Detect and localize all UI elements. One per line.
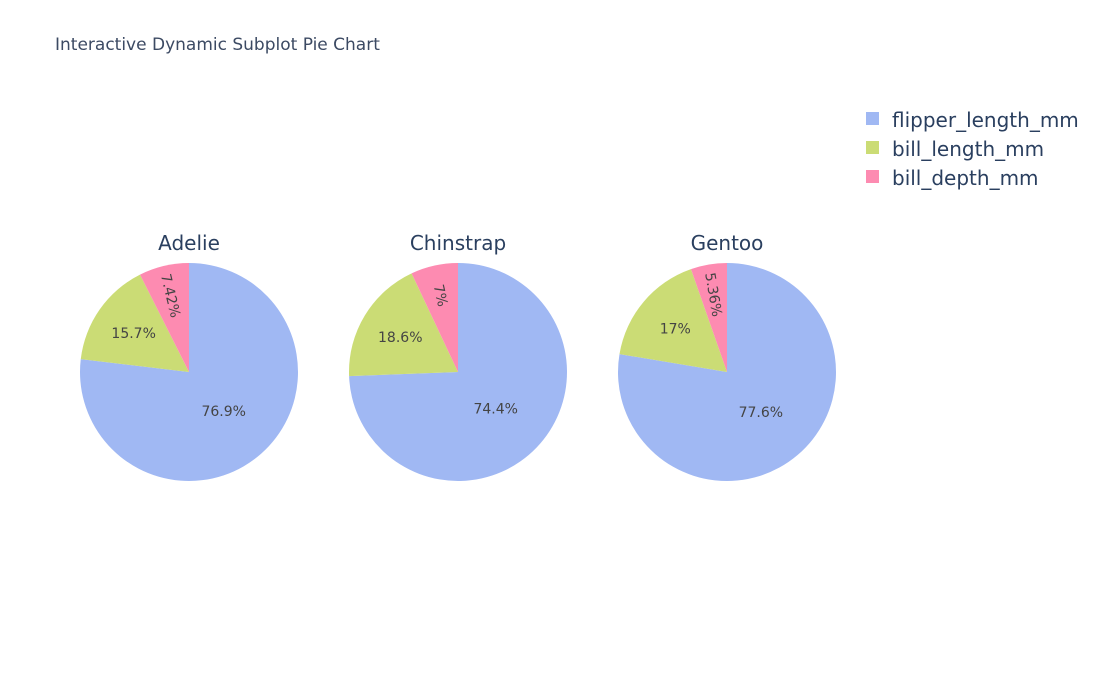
legend-item-bill-length[interactable]: bill_length_mm	[866, 137, 1044, 161]
legend-label-flipper-length: flipper_length_mm	[892, 108, 1079, 132]
legend-item-flipper-length[interactable]: flipper_length_mm	[866, 108, 1079, 132]
slice-adelie-bill-depth-mm[interactable]	[140, 263, 189, 372]
slice-adelie-bill-length-mm[interactable]	[80, 274, 189, 372]
slice-chinstrap-flipper-length-mm[interactable]	[349, 263, 567, 481]
legend-item-bill-depth[interactable]: bill_depth_mm	[866, 166, 1039, 190]
legend-swatch-bill-length	[866, 141, 879, 154]
pct-label-adelie-bill-length-mm: 15.7%	[111, 326, 155, 342]
pie-adelie[interactable]: 76.9%15.7%7.42%Adelie	[80, 231, 299, 481]
slice-chinstrap-bill-length-mm[interactable]	[349, 273, 458, 377]
legend-swatch-bill-depth	[866, 170, 879, 183]
pie-chinstrap[interactable]: 74.4% 18.6% 7% Chinstrap	[349, 231, 567, 481]
pct-label-gentoo-bill-length-mm: 17%	[660, 321, 691, 337]
legend-label-bill-length: bill_length_mm	[892, 137, 1044, 161]
pie-subplots: 76.9%15.7%7.42%Adelie74.4%18.6%7%Chinstr…	[80, 231, 836, 482]
subplot-title-chinstrap: Chinstrap	[410, 231, 506, 255]
pct-label-gentoo-bill-depth-mm: 5.36%	[701, 272, 724, 319]
pct-label-chinstrap-bill-depth-mm: 7%	[430, 283, 450, 308]
pct-label-gentoo-flipper-length-mm: 77.6%	[739, 405, 783, 421]
legend-swatch-flipper-length	[866, 112, 879, 125]
legend[interactable]: flipper_length_mm bill_length_mm bill_de…	[866, 108, 1079, 190]
subplot-title-adelie: Adelie	[158, 231, 220, 255]
slice-gentoo-flipper-length-mm[interactable]	[618, 263, 836, 482]
pct-label-adelie-flipper-length-mm: 76.9%	[201, 404, 245, 420]
slice-gentoo-bill-depth-mm[interactable]	[690, 263, 727, 372]
pie-gentoo[interactable]: 77.6% 17% 5.36% Gentoo	[618, 231, 836, 482]
slice-gentoo-bill-length-mm[interactable]	[619, 269, 727, 372]
legend-label-bill-depth: bill_depth_mm	[892, 166, 1039, 190]
pct-label-chinstrap-flipper-length-mm: 74.4%	[473, 401, 517, 417]
chart-title: Interactive Dynamic Subplot Pie Chart	[55, 35, 380, 55]
slice-chinstrap-bill-depth-mm[interactable]	[411, 263, 458, 372]
pct-label-chinstrap-bill-length-mm: 18.6%	[378, 330, 422, 346]
subplot-title-gentoo: Gentoo	[691, 231, 764, 255]
